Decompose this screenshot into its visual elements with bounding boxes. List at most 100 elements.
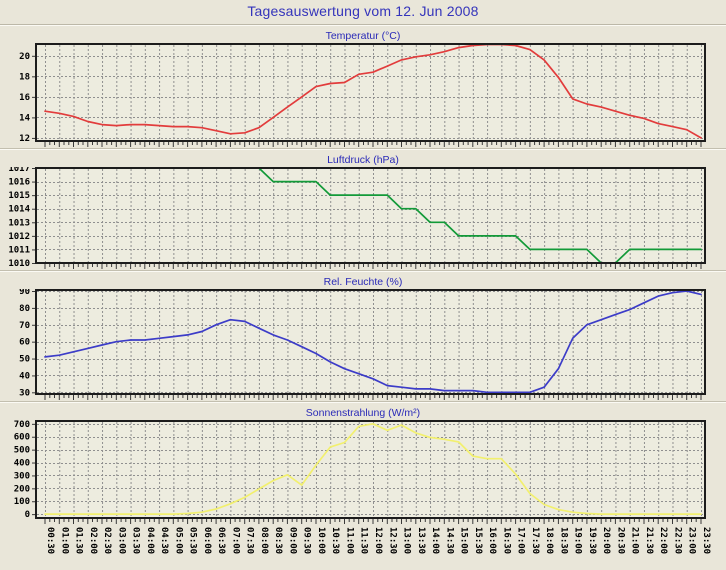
x-tick-label: 16:30 <box>501 527 511 554</box>
temperature-plot: 12 14 16 18 20 <box>0 43 726 148</box>
x-tick-label: 23:30 <box>701 527 711 554</box>
humidity-chart-svg: 30 40 50 60 70 80 90 <box>19 289 706 400</box>
x-axis-ticks <box>44 395 702 400</box>
y-tick-label: 600 <box>14 433 30 443</box>
chart-title-humidity: Rel. Feuchte (%) <box>323 276 403 288</box>
chart-title-temperature: Temperatur (°C) <box>325 30 401 42</box>
x-tick-label: 10:30 <box>330 527 340 554</box>
x-axis-ticks <box>44 264 702 269</box>
x-tick-label: 00:30 <box>45 527 55 554</box>
y-tick-label: 40 <box>19 371 30 381</box>
x-tick-label: 01:00 <box>59 527 69 554</box>
radiation-plot-area <box>36 421 705 518</box>
y-axis-labels: 30 40 50 60 70 80 90 <box>19 289 35 398</box>
y-tick-label: 700 <box>14 420 30 430</box>
y-tick-label: 30 <box>19 388 30 398</box>
x-tick-label: 11:30 <box>359 527 369 554</box>
x-tick-label: 13:00 <box>402 527 412 554</box>
y-tick-label: 16 <box>19 93 30 103</box>
chart-section-radiation: Sonnenstrahlung (W/m²) 0 100 200 300 400 500 6… <box>0 401 726 570</box>
y-tick-label: 1010 <box>8 259 30 269</box>
x-axis-labels: 00:30 01:00 01:30 02:00 02:30 03:00 03:30 04:00… <box>45 527 711 554</box>
chart-title-pressure: Luftdruck (hPa) <box>327 154 399 166</box>
y-tick-label: 0 <box>25 510 30 520</box>
pressure-plot-area <box>36 168 705 263</box>
x-tick-label: 05:00 <box>173 527 183 554</box>
y-tick-label: 1011 <box>8 245 30 255</box>
plot-frame <box>35 43 706 142</box>
x-tick-label: 22:00 <box>658 527 668 554</box>
x-tick-label: 09:30 <box>302 527 312 554</box>
x-tick-label: 13:30 <box>416 527 426 554</box>
x-tick-label: 03:30 <box>131 527 141 554</box>
x-tick-label: 06:00 <box>202 527 212 554</box>
y-tick-label: 100 <box>14 497 30 507</box>
x-tick-label: 08:30 <box>273 527 283 554</box>
y-tick-label: 20 <box>19 52 30 62</box>
y-tick-label: 500 <box>14 446 30 456</box>
y-tick-label: 200 <box>14 484 30 494</box>
chart-title-radiation: Sonnenstrahlung (W/m²) <box>305 407 421 419</box>
x-tick-label: 05:30 <box>188 527 198 554</box>
x-tick-label: 15:30 <box>473 527 483 554</box>
plot-frame <box>35 289 706 395</box>
x-tick-label: 07:30 <box>245 527 255 554</box>
x-tick-label: 12:30 <box>387 527 397 554</box>
x-tick-label: 01:30 <box>74 527 84 554</box>
x-tick-label: 17:30 <box>530 527 540 554</box>
x-tick-label: 15:00 <box>459 527 469 554</box>
x-tick-label: 20:00 <box>601 527 611 554</box>
y-tick-label: 400 <box>14 459 30 469</box>
y-tick-label: 18 <box>19 72 30 82</box>
x-tick-label: 06:30 <box>216 527 226 554</box>
y-tick-label: 1015 <box>8 191 30 201</box>
grid-lines <box>37 45 704 140</box>
x-tick-label: 14:00 <box>430 527 440 554</box>
x-tick-label: 02:30 <box>102 527 112 554</box>
x-tick-label: 19:30 <box>587 527 597 554</box>
y-tick-label: 1014 <box>8 205 30 215</box>
humidity-plot: 30 40 50 60 70 80 90 <box>0 289 726 401</box>
x-tick-label: 18:00 <box>544 527 554 554</box>
x-tick-label: 07:00 <box>230 527 240 554</box>
temperature-plot-area <box>36 44 705 141</box>
chart-section-pressure: Luftdruck (hPa) 1010 1011 1012 1013 1014 1015… <box>0 148 726 270</box>
x-tick-label: 17:00 <box>516 527 526 554</box>
x-tick-label: 21:00 <box>630 527 640 554</box>
pressure-plot: 1010 1011 1012 1013 1014 1015 1016 1017 <box>0 167 726 270</box>
x-tick-label: 14:30 <box>444 527 454 554</box>
humidity-series-line <box>44 290 702 394</box>
radiation-series-line <box>44 422 702 515</box>
x-axis-ticks <box>44 519 702 524</box>
y-tick-label: 1013 <box>8 218 30 228</box>
x-tick-label: 04:00 <box>145 527 155 554</box>
y-tick-label: 1016 <box>8 178 30 188</box>
x-tick-label: 12:00 <box>373 527 383 554</box>
radiation-chart-svg: 0 100 200 300 400 500 600 700 00:30 01:00 01:30 02:… <box>14 420 711 554</box>
y-tick-label: 90 <box>19 289 30 297</box>
x-tick-label: 22:30 <box>672 527 682 554</box>
x-tick-label: 21:30 <box>644 527 654 554</box>
x-tick-label: 10:00 <box>316 527 326 554</box>
y-tick-label: 14 <box>19 113 30 123</box>
x-tick-label: 18:30 <box>558 527 568 554</box>
x-axis-ticks <box>44 142 702 147</box>
x-tick-label: 02:00 <box>88 527 98 554</box>
x-tick-label: 04:30 <box>159 527 169 554</box>
page-title: Tagesauswertung vom 12. Jun 2008 <box>247 3 479 19</box>
radiation-plot: 0 100 200 300 400 500 600 700 00:30 01:00 01:30 02:… <box>0 420 726 570</box>
x-tick-label: 19:00 <box>573 527 583 554</box>
y-tick-label: 70 <box>19 321 30 331</box>
page-header: Tagesauswertung vom 12. Jun 2008 <box>0 0 726 25</box>
x-tick-label: 03:00 <box>116 527 126 554</box>
x-tick-label: 16:00 <box>487 527 497 554</box>
chart-section-humidity: Rel. Feuchte (%) 30 40 50 60 70 80 90 <box>0 270 726 401</box>
y-axis-labels: 1010 1011 1012 1013 1014 1015 1016 1017 <box>8 167 35 269</box>
temperature-chart-svg: 12 14 16 18 20 <box>19 43 706 147</box>
y-tick-label: 300 <box>14 471 30 481</box>
x-tick-label: 23:00 <box>687 527 697 554</box>
x-tick-label: 09:00 <box>287 527 297 554</box>
y-axis-labels: 12 14 16 18 20 <box>19 52 35 144</box>
y-tick-label: 12 <box>19 134 30 144</box>
